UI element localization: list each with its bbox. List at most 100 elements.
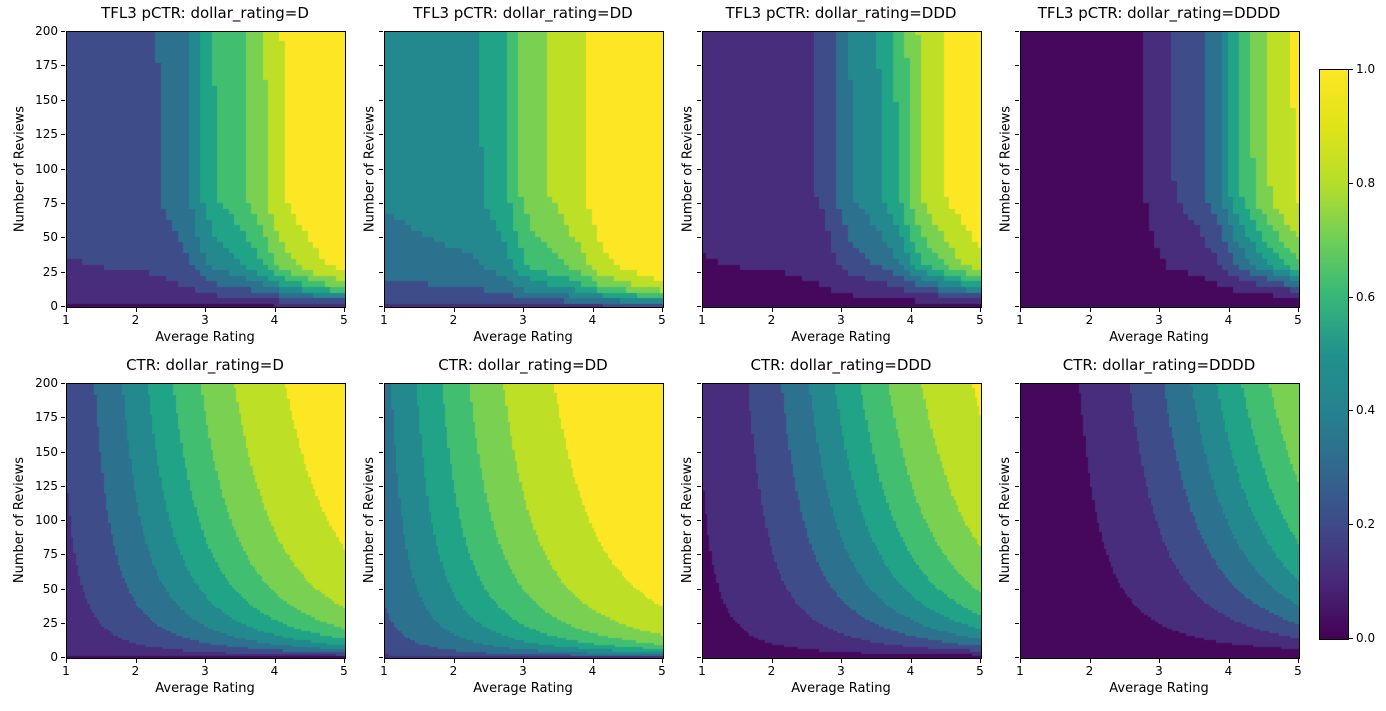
contour-canvas [67, 384, 345, 658]
y-tick-mark [697, 65, 701, 67]
y-tick-mark [1015, 271, 1019, 273]
y-tick-label: 125 [35, 127, 58, 142]
y-axis-label: Number of Reviews [362, 456, 377, 584]
x-tick-mark [841, 659, 842, 663]
x-tick-mark [1089, 659, 1091, 663]
y-tick-mark [379, 65, 383, 67]
y-tick-label: 125 [35, 478, 58, 493]
x-tick-mark [1089, 308, 1091, 312]
x-tick-mark [1020, 308, 1021, 312]
y-tick-mark [379, 168, 383, 170]
x-tick-mark [274, 308, 276, 312]
x-tick-label: 3 [1155, 664, 1163, 678]
x-tick-mark [980, 308, 981, 312]
subplot-tfl3-pctr-dddd: TFL3 pCTR: dollar_rating=DDDD 1 2 3 4 5 Averag… [998, 4, 1302, 345]
y-tick-mark [61, 588, 65, 590]
subplot-ctr-dddd: CTR: dollar_rating=DDDD 1 2 3 4 5 Average Rati… [998, 356, 1302, 696]
y-tick-mark [1015, 588, 1019, 590]
x-tick-label: 2 [131, 664, 140, 678]
plot-area [702, 31, 982, 308]
x-tick-mark [384, 659, 385, 663]
y-tick-mark [61, 417, 65, 419]
x-tick-mark [841, 308, 842, 312]
y-tick-mark [61, 65, 65, 67]
x-tick-mark [1228, 308, 1230, 312]
y-tick-label: 0 [50, 650, 58, 664]
x-tick-label: 5 [340, 664, 348, 678]
subplot-title: CTR: dollar_rating=DDDD [1062, 356, 1256, 374]
y-tick-mark [1015, 306, 1019, 307]
x-tick-label: 1 [698, 664, 706, 678]
x-axis-label: Average Rating [155, 330, 255, 345]
y-tick-mark [379, 383, 383, 384]
y-tick-mark [1015, 554, 1019, 556]
x-tick-mark [384, 308, 385, 312]
subplot-ctr-d: CTR: dollar_rating=D 1 2 3 4 5 0 25 50 75 100 125 15… [12, 356, 348, 696]
colorbar-tick-label: 0.0 [1356, 631, 1376, 645]
y-axis-label: Number of Reviews [998, 105, 1013, 232]
x-tick-mark [344, 308, 345, 312]
x-axis-label: Average Rating [791, 330, 891, 345]
x-tick-label: 2 [449, 664, 458, 678]
y-tick-label: 100 [35, 161, 58, 176]
y-tick-mark [61, 99, 65, 101]
x-tick-mark [344, 659, 345, 663]
contour-canvas [703, 384, 981, 658]
y-tick-label: 25 [42, 264, 58, 279]
x-tick-label: 5 [340, 313, 348, 327]
x-tick-label: 1 [62, 664, 70, 678]
x-tick-mark [702, 308, 703, 312]
subplot-title: TFL3 pCTR: dollar_rating=DDD [725, 4, 957, 22]
colorbar-tick-mark [1349, 69, 1353, 70]
y-tick-mark [379, 202, 383, 204]
y-tick-mark [697, 417, 701, 419]
y-tick-mark [697, 554, 701, 556]
x-tick-label: 1 [380, 664, 388, 678]
x-tick-label: 3 [1155, 313, 1163, 327]
subplot-title: TFL3 pCTR: dollar_rating=DD [413, 4, 633, 22]
y-tick-label: 200 [35, 24, 58, 38]
y-tick-mark [1015, 65, 1019, 67]
y-tick-label: 100 [35, 513, 58, 527]
x-tick-label: 4 [906, 664, 915, 678]
y-tick-mark [379, 588, 383, 590]
plot-area [702, 383, 982, 659]
y-axis-label: Number of Reviews [362, 105, 377, 232]
x-tick-mark [453, 308, 455, 312]
contour-canvas [1021, 384, 1299, 658]
y-tick-label: 150 [35, 444, 58, 459]
x-tick-label: 2 [131, 313, 140, 327]
y-tick-mark [61, 237, 65, 239]
y-tick-mark [697, 451, 701, 453]
y-tick-mark [61, 271, 65, 273]
y-axis-label: Number of Reviews [680, 105, 695, 232]
y-tick-mark [697, 271, 701, 273]
y-tick-mark [379, 237, 383, 239]
y-tick-mark [61, 622, 65, 624]
x-tick-mark [274, 659, 276, 663]
plot-area [66, 31, 346, 308]
y-tick-mark [697, 134, 701, 136]
x-tick-label: 3 [837, 664, 845, 678]
x-tick-mark [66, 308, 67, 312]
x-tick-label: 5 [976, 313, 984, 327]
x-tick-mark [205, 659, 206, 663]
colorbar-tick-mark [1349, 524, 1353, 526]
contour-canvas [385, 32, 663, 307]
y-tick-mark [1015, 657, 1019, 658]
x-tick-label: 2 [767, 664, 776, 678]
subplot-ctr-ddd: CTR: dollar_rating=DDD 1 2 3 4 5 Average Ratin… [680, 356, 984, 696]
x-tick-mark [453, 659, 455, 663]
x-tick-mark [1298, 308, 1299, 312]
x-tick-label: 4 [270, 664, 279, 678]
y-tick-mark [697, 622, 701, 624]
subplot-title: CTR: dollar_rating=D [126, 356, 284, 374]
y-tick-mark [1015, 383, 1019, 384]
plot-area [1020, 31, 1300, 308]
x-tick-mark [662, 308, 663, 312]
x-tick-label: 1 [698, 313, 706, 327]
y-tick-mark [697, 99, 701, 101]
y-axis-label: Number of Reviews [680, 456, 695, 584]
y-tick-mark [379, 657, 383, 658]
